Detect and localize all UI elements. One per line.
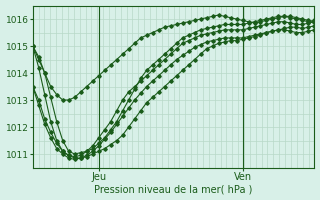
X-axis label: Pression niveau de la mer( hPa ): Pression niveau de la mer( hPa ) [94,184,253,194]
